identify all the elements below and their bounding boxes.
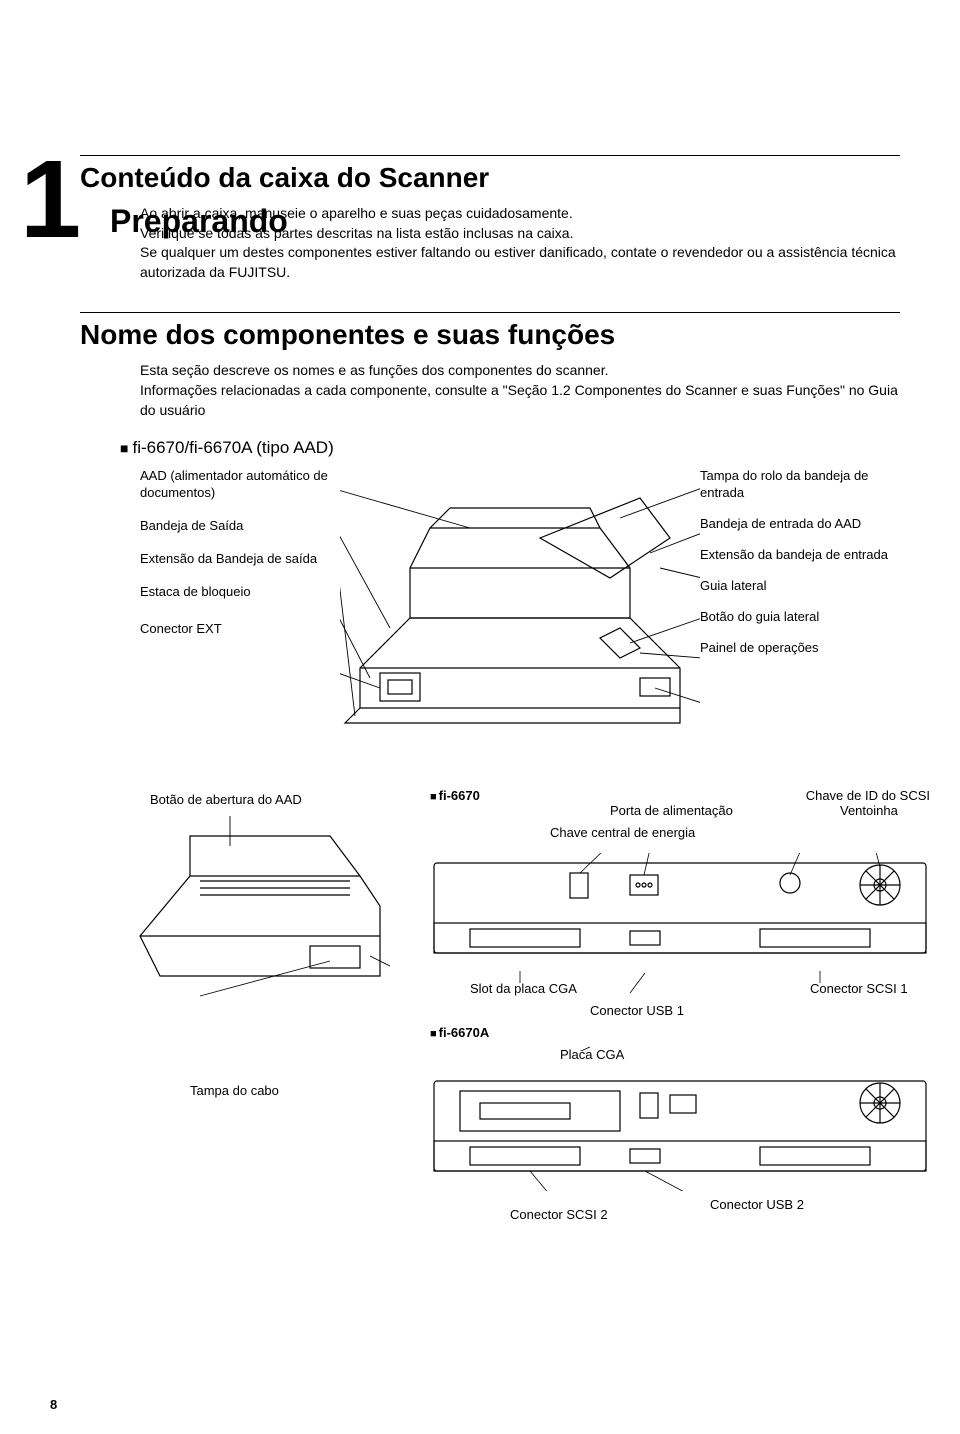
label-extensao-entrada: Extensão da bandeja de entrada xyxy=(700,547,900,564)
label-porta-alimentacao: Porta de alimentação xyxy=(610,803,733,818)
model-heading-text: fi-6670/fi-6670A (tipo AAD) xyxy=(132,438,333,457)
label-chave-energia: Chave central de energia xyxy=(550,825,695,840)
label-botao-abertura: Botão de abertura do AAD xyxy=(150,792,302,807)
label-bandeja-entrada: Bandeja de entrada do AAD xyxy=(700,516,900,533)
section-title-conteudo: Conteúdo da caixa do Scanner xyxy=(80,155,900,194)
label-conector-ext: Conector EXT xyxy=(140,621,340,638)
label-estaca: Estaca de bloqueio xyxy=(140,584,340,601)
section-body-componentes: Esta seção descreve os nomes e as funçõe… xyxy=(80,361,900,420)
chapter-number: 1 xyxy=(20,145,81,255)
square-bullet-icon: ■ xyxy=(120,440,128,456)
label-guia-lateral: Guia lateral xyxy=(700,578,900,595)
rear-left-svg-icon xyxy=(130,816,390,1006)
diagram-rear: Botão de abertura do AAD Tampa do cabo xyxy=(80,788,900,1348)
label-conector-scsi2: Conector SCSI 2 xyxy=(510,1207,608,1222)
label-aad: AAD (alimentador automático de documento… xyxy=(140,468,340,502)
model-6670-text: fi-6670 xyxy=(439,788,480,803)
label-extensao-saida: Extensão da Bandeja de saída xyxy=(140,551,340,568)
scanner-rear-left-illustration xyxy=(130,816,390,1006)
square-bullet-icon: ■ xyxy=(430,791,437,803)
model-heading: ■fi-6670/fi-6670A (tipo AAD) xyxy=(120,438,900,458)
page-number: 8 xyxy=(50,1397,57,1412)
label-ventoinha: Ventoinha xyxy=(840,803,898,818)
label-bandeja-saida: Bandeja de Saída xyxy=(140,518,340,535)
leader-lines-mid-icon xyxy=(430,971,930,1051)
rear-panel-6670a-svg-icon xyxy=(430,1071,930,1191)
diagram-right-labels: Tampa do rolo da bandeja de entrada Band… xyxy=(700,468,900,670)
rear-panel-6670-svg-icon xyxy=(430,853,930,973)
diagram-left-labels: AAD (alimentador automático de documento… xyxy=(140,468,340,653)
rear-panel-6670 xyxy=(430,853,930,973)
rear-panel-6670a xyxy=(430,1071,930,1191)
section-nome-componentes: Nome dos componentes e suas funções Esta… xyxy=(80,312,900,1348)
label-chave-scsi: Chave de ID do SCSI xyxy=(806,788,930,803)
label-tampa-rolo: Tampa do rolo da bandeja de entrada xyxy=(700,468,900,502)
chapter-title: Preparando xyxy=(110,203,288,240)
section-title-componentes: Nome dos componentes e suas funções xyxy=(80,312,900,351)
label-tampa-cabo: Tampa do cabo xyxy=(190,1083,279,1098)
scanner-front-illustration xyxy=(340,478,700,758)
scanner-svg-icon xyxy=(340,478,700,758)
rear-panels-block: ■fi-6670 Chave de ID do SCSI Porta de al… xyxy=(430,788,950,1247)
diagram-front: AAD (alimentador automático de documento… xyxy=(80,468,900,778)
label-conector-usb2: Conector USB 2 xyxy=(710,1197,804,1212)
label-painel: Painel de operações xyxy=(700,640,900,657)
label-botao-guia: Botão do guia lateral xyxy=(700,609,900,626)
model-label-6670: ■fi-6670 xyxy=(430,788,480,803)
